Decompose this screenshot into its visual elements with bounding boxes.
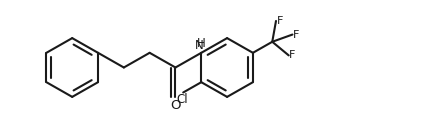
Text: H: H xyxy=(197,37,206,50)
Text: F: F xyxy=(293,30,299,40)
Text: F: F xyxy=(276,16,283,26)
Text: F: F xyxy=(289,50,295,60)
Text: Cl: Cl xyxy=(176,93,188,107)
Text: O: O xyxy=(170,99,181,112)
Text: N: N xyxy=(195,39,203,52)
